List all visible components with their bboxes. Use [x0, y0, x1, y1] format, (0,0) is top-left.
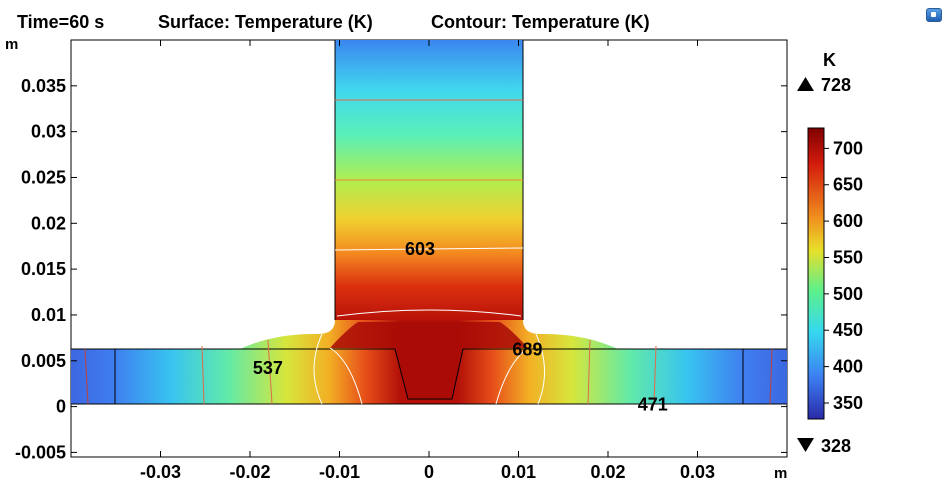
colorbar-tick-label: 450: [833, 320, 863, 340]
y-tick-label: 0.015: [21, 259, 66, 279]
x-tick-label: -0.02: [229, 462, 270, 482]
x-tick-label: 0.03: [680, 462, 715, 482]
x-tick-label: -0.01: [319, 462, 360, 482]
colorbar-tick-label: 650: [833, 175, 863, 195]
colorbar-tick-label: 600: [833, 211, 863, 231]
contour-title: Contour: Temperature (K): [431, 12, 650, 32]
x-tick-label: 0.01: [501, 462, 536, 482]
colorbar-tick-label: 500: [833, 284, 863, 304]
colorbar-min-label: 328: [821, 436, 851, 456]
colorbar-max-label: 728: [821, 75, 851, 95]
colorbar-tick-label: 700: [833, 138, 863, 158]
axis-ticks: -0.03 -0.02 -0.01 0 0.01 0.02 0.03 -0.005 0 0.005…: [15, 40, 787, 482]
colorbar-unit: K: [823, 50, 836, 70]
colorbar-tick-label: 350: [833, 393, 863, 413]
contour-label-group: 603 537 689 471: [253, 239, 668, 415]
colorbar-max-marker-icon: [797, 77, 814, 91]
contour-label: 689: [512, 340, 542, 360]
surface-title: Surface: Temperature (K): [158, 12, 373, 32]
y-tick-label: 0.02: [31, 213, 66, 233]
y-tick-label: 0.025: [21, 167, 66, 187]
y-tick-label: 0.03: [31, 122, 66, 142]
y-tick-label: 0.005: [21, 351, 66, 371]
contour-label: 537: [253, 358, 283, 378]
x-tick-label: -0.03: [140, 462, 181, 482]
contour-lines: [84, 99, 773, 405]
colorbar-tick-label: 400: [833, 357, 863, 377]
colorbar-ticks: 350 400 450 500 550 600 650 700: [824, 138, 863, 413]
contour-label: 471: [638, 395, 668, 415]
y-tick-label: 0.01: [31, 305, 66, 325]
app-window-icon[interactable]: [926, 8, 942, 22]
contour-label: 603: [405, 239, 435, 259]
colorbar-min-marker-icon: [797, 438, 814, 452]
y-tick-label: -0.005: [15, 442, 66, 462]
x-axis-unit: m: [774, 465, 787, 482]
y-tick-label: 0.035: [21, 76, 66, 96]
y-tick-label: 0: [56, 397, 66, 417]
time-label: Time=60 s: [17, 12, 105, 32]
colorbar: [807, 127, 825, 420]
x-tick-label: 0.02: [590, 462, 625, 482]
colorbar-tick-label: 550: [833, 247, 863, 267]
hot-core-region: [330, 322, 528, 398]
x-tick-label: 0: [424, 462, 434, 482]
y-axis-unit: m: [5, 36, 18, 53]
